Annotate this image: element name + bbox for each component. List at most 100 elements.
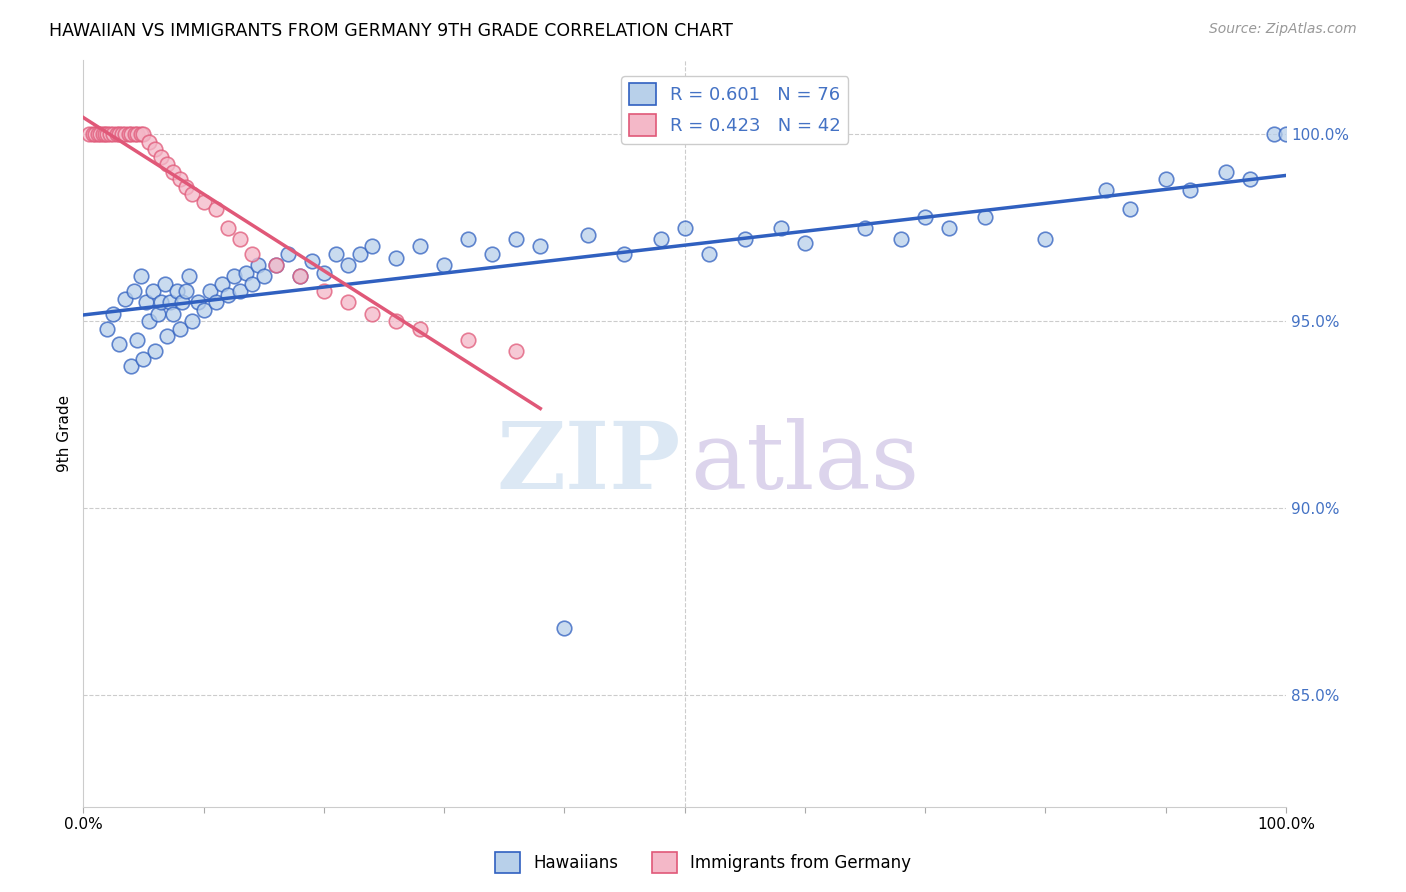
Point [264, 258, 287, 272]
Point [385, 251, 408, 265]
Point [650, 232, 672, 246]
Point [312, 285, 335, 299]
Point [325, 247, 347, 261]
Point [170, 295, 193, 310]
Point [204, 295, 226, 310]
Point [853, 220, 876, 235]
Point [288, 269, 311, 284]
Point [114, 292, 136, 306]
Point [138, 135, 160, 149]
Point [211, 277, 233, 291]
Point [734, 232, 756, 246]
Point [122, 285, 145, 299]
Point [91, 128, 114, 142]
Point [409, 321, 432, 335]
Point [217, 220, 239, 235]
Point [94, 128, 117, 142]
Point [914, 210, 936, 224]
Point [246, 258, 269, 272]
Point [253, 269, 276, 284]
Point [169, 321, 191, 335]
Point [179, 269, 201, 284]
Point [938, 220, 960, 235]
Point [124, 128, 146, 142]
Point [96, 321, 118, 335]
Point [150, 295, 173, 310]
Point [129, 269, 152, 284]
Point [166, 285, 188, 299]
Point [336, 295, 359, 310]
Point [114, 128, 136, 142]
Text: atlas: atlas [690, 418, 920, 508]
Point [193, 303, 215, 318]
Point [1154, 172, 1177, 186]
Point [793, 235, 815, 250]
Point [174, 179, 197, 194]
Point [1239, 172, 1261, 186]
Point [1275, 128, 1298, 142]
Point [361, 307, 384, 321]
Point [105, 128, 128, 142]
Point [108, 128, 131, 142]
Point [98, 128, 121, 142]
Point [222, 269, 245, 284]
Point [142, 285, 165, 299]
Point [235, 266, 257, 280]
Point [132, 351, 155, 366]
Point [187, 295, 209, 310]
Point [108, 336, 131, 351]
Point [1263, 128, 1285, 142]
Point [240, 277, 263, 291]
Point [162, 307, 184, 321]
Point [127, 333, 149, 347]
Point [153, 277, 176, 291]
Point [1118, 202, 1140, 216]
Point [145, 344, 167, 359]
Point [228, 285, 250, 299]
Point [228, 232, 250, 246]
Point [127, 128, 149, 142]
Point [361, 239, 384, 253]
Point [159, 295, 181, 310]
Point [162, 164, 184, 178]
Point [481, 247, 503, 261]
Point [84, 128, 107, 142]
Point [79, 128, 101, 142]
Point [433, 258, 456, 272]
Point [578, 228, 600, 243]
Point [553, 621, 575, 635]
Point [204, 202, 226, 216]
Point [1094, 183, 1116, 197]
Point [156, 157, 179, 171]
Point [312, 266, 335, 280]
Point [156, 329, 179, 343]
Point [150, 150, 173, 164]
Point [457, 232, 479, 246]
Point [193, 194, 215, 209]
Point [277, 247, 299, 261]
Y-axis label: 9th Grade: 9th Grade [58, 395, 72, 472]
Point [264, 258, 287, 272]
Point [82, 128, 104, 142]
Point [169, 172, 191, 186]
Point [135, 295, 157, 310]
Point [138, 314, 160, 328]
Point [217, 288, 239, 302]
Point [103, 307, 125, 321]
Point [174, 285, 197, 299]
Legend: R = 0.601   N = 76, R = 0.423   N = 42: R = 0.601 N = 76, R = 0.423 N = 42 [621, 76, 848, 144]
Point [385, 314, 408, 328]
Point [288, 269, 311, 284]
Point [673, 220, 696, 235]
Point [1215, 164, 1237, 178]
Point [301, 254, 323, 268]
Point [529, 239, 551, 253]
Point [132, 128, 155, 142]
Point [180, 314, 202, 328]
Point [103, 128, 125, 142]
Point [120, 128, 142, 142]
Point [613, 247, 636, 261]
Point [180, 187, 202, 202]
Point [457, 333, 479, 347]
Point [349, 247, 371, 261]
